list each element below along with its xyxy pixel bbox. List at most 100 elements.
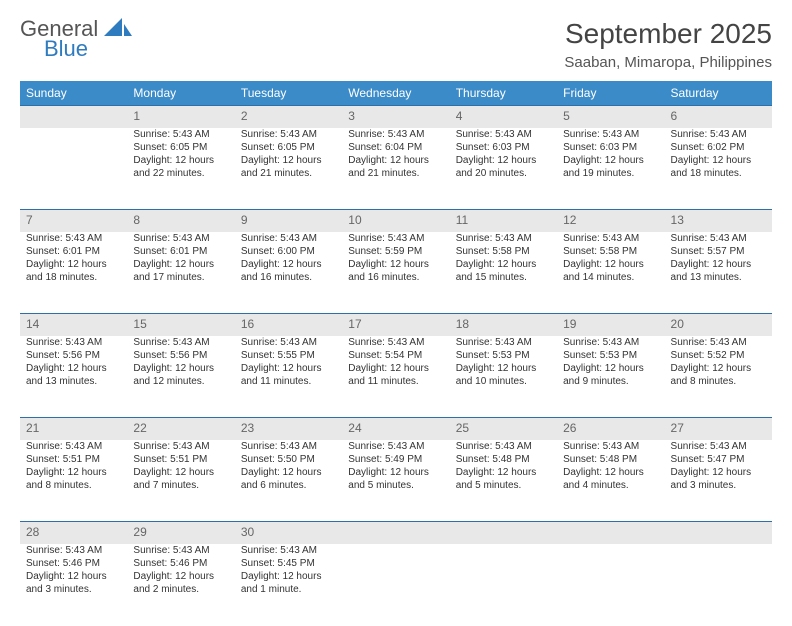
dl1-text: Daylight: 12 hours <box>563 258 658 271</box>
week-row: Sunrise: 5:43 AMSunset: 6:01 PMDaylight:… <box>20 232 772 314</box>
day-cell <box>665 544 772 626</box>
day-number: 6 <box>665 106 772 128</box>
day-number: 19 <box>557 314 664 336</box>
brand-word2: Blue <box>44 39 132 59</box>
day-number: 24 <box>342 418 449 440</box>
dl2-text: and 11 minutes. <box>241 375 336 388</box>
dl2-text: and 20 minutes. <box>456 167 551 180</box>
dl1-text: Daylight: 12 hours <box>563 466 658 479</box>
sunset-text: Sunset: 5:47 PM <box>671 453 766 466</box>
day-cell: Sunrise: 5:43 AMSunset: 6:05 PMDaylight:… <box>127 128 234 210</box>
dl2-text: and 5 minutes. <box>456 479 551 492</box>
day-cell: Sunrise: 5:43 AMSunset: 5:46 PMDaylight:… <box>20 544 127 626</box>
day-cell: Sunrise: 5:43 AMSunset: 5:48 PMDaylight:… <box>450 440 557 522</box>
day-number: 14 <box>20 314 127 336</box>
sunrise-text: Sunrise: 5:43 AM <box>348 336 443 349</box>
day-number: 11 <box>450 210 557 232</box>
sunrise-text: Sunrise: 5:43 AM <box>26 336 121 349</box>
sunrise-text: Sunrise: 5:43 AM <box>563 128 658 141</box>
day-number <box>665 522 772 544</box>
day-number: 15 <box>127 314 234 336</box>
day-cell: Sunrise: 5:43 AMSunset: 5:50 PMDaylight:… <box>235 440 342 522</box>
dl2-text: and 17 minutes. <box>133 271 228 284</box>
week-row: Sunrise: 5:43 AMSunset: 5:46 PMDaylight:… <box>20 544 772 626</box>
sunrise-text: Sunrise: 5:43 AM <box>563 336 658 349</box>
day-number: 21 <box>20 418 127 440</box>
day-number: 27 <box>665 418 772 440</box>
day-cell: Sunrise: 5:43 AMSunset: 5:51 PMDaylight:… <box>127 440 234 522</box>
dl1-text: Daylight: 12 hours <box>348 362 443 375</box>
sunset-text: Sunset: 5:58 PM <box>563 245 658 258</box>
dl2-text: and 2 minutes. <box>133 583 228 596</box>
sunrise-text: Sunrise: 5:43 AM <box>563 232 658 245</box>
weekday-header: Wednesday <box>342 81 449 106</box>
sunset-text: Sunset: 5:48 PM <box>563 453 658 466</box>
sunrise-text: Sunrise: 5:43 AM <box>348 440 443 453</box>
dl1-text: Daylight: 12 hours <box>26 466 121 479</box>
dl2-text: and 7 minutes. <box>133 479 228 492</box>
day-cell: Sunrise: 5:43 AMSunset: 5:47 PMDaylight:… <box>665 440 772 522</box>
day-number: 30 <box>235 522 342 544</box>
dl2-text: and 13 minutes. <box>671 271 766 284</box>
dl2-text: and 3 minutes. <box>671 479 766 492</box>
day-cell: Sunrise: 5:43 AMSunset: 6:03 PMDaylight:… <box>557 128 664 210</box>
day-number: 17 <box>342 314 449 336</box>
sunset-text: Sunset: 5:51 PM <box>133 453 228 466</box>
day-number: 8 <box>127 210 234 232</box>
sunset-text: Sunset: 5:48 PM <box>456 453 551 466</box>
weekday-header: Monday <box>127 81 234 106</box>
dl2-text: and 18 minutes. <box>26 271 121 284</box>
sunrise-text: Sunrise: 5:43 AM <box>26 440 121 453</box>
day-number <box>20 106 127 128</box>
day-cell: Sunrise: 5:43 AMSunset: 5:51 PMDaylight:… <box>20 440 127 522</box>
dl1-text: Daylight: 12 hours <box>456 154 551 167</box>
sunrise-text: Sunrise: 5:43 AM <box>26 232 121 245</box>
sunset-text: Sunset: 5:51 PM <box>26 453 121 466</box>
day-number: 13 <box>665 210 772 232</box>
sunset-text: Sunset: 6:00 PM <box>241 245 336 258</box>
dl1-text: Daylight: 12 hours <box>133 362 228 375</box>
daynum-row: 282930 <box>20 522 772 544</box>
dl1-text: Daylight: 12 hours <box>26 570 121 583</box>
sunrise-text: Sunrise: 5:43 AM <box>671 128 766 141</box>
day-number <box>557 522 664 544</box>
dl2-text: and 8 minutes. <box>26 479 121 492</box>
sunrise-text: Sunrise: 5:43 AM <box>348 128 443 141</box>
day-number: 9 <box>235 210 342 232</box>
sunset-text: Sunset: 6:04 PM <box>348 141 443 154</box>
sunset-text: Sunset: 5:56 PM <box>26 349 121 362</box>
week-row: Sunrise: 5:43 AMSunset: 5:51 PMDaylight:… <box>20 440 772 522</box>
dl2-text: and 19 minutes. <box>563 167 658 180</box>
day-cell: Sunrise: 5:43 AMSunset: 5:52 PMDaylight:… <box>665 336 772 418</box>
weekday-header: Tuesday <box>235 81 342 106</box>
sunrise-text: Sunrise: 5:43 AM <box>563 440 658 453</box>
day-cell <box>450 544 557 626</box>
sunset-text: Sunset: 5:56 PM <box>133 349 228 362</box>
sunrise-text: Sunrise: 5:43 AM <box>241 544 336 557</box>
day-number: 5 <box>557 106 664 128</box>
brand-text: General Blue <box>20 18 132 59</box>
daynum-row: 14151617181920 <box>20 314 772 336</box>
weekday-header: Sunday <box>20 81 127 106</box>
day-cell: Sunrise: 5:43 AMSunset: 5:55 PMDaylight:… <box>235 336 342 418</box>
dl2-text: and 21 minutes. <box>241 167 336 180</box>
dl1-text: Daylight: 12 hours <box>563 362 658 375</box>
day-cell: Sunrise: 5:43 AMSunset: 6:02 PMDaylight:… <box>665 128 772 210</box>
day-cell: Sunrise: 5:43 AMSunset: 5:53 PMDaylight:… <box>557 336 664 418</box>
weekday-header: Thursday <box>450 81 557 106</box>
sunset-text: Sunset: 5:57 PM <box>671 245 766 258</box>
day-number: 16 <box>235 314 342 336</box>
day-number: 18 <box>450 314 557 336</box>
day-cell: Sunrise: 5:43 AMSunset: 5:56 PMDaylight:… <box>127 336 234 418</box>
sunset-text: Sunset: 5:53 PM <box>456 349 551 362</box>
weekday-header: Friday <box>557 81 664 106</box>
dl2-text: and 1 minute. <box>241 583 336 596</box>
dl1-text: Daylight: 12 hours <box>456 466 551 479</box>
day-cell: Sunrise: 5:43 AMSunset: 5:48 PMDaylight:… <box>557 440 664 522</box>
sunset-text: Sunset: 5:50 PM <box>241 453 336 466</box>
week-row: Sunrise: 5:43 AMSunset: 5:56 PMDaylight:… <box>20 336 772 418</box>
sunset-text: Sunset: 5:54 PM <box>348 349 443 362</box>
dl2-text: and 10 minutes. <box>456 375 551 388</box>
sunrise-text: Sunrise: 5:43 AM <box>26 544 121 557</box>
day-cell: Sunrise: 5:43 AMSunset: 6:01 PMDaylight:… <box>20 232 127 314</box>
